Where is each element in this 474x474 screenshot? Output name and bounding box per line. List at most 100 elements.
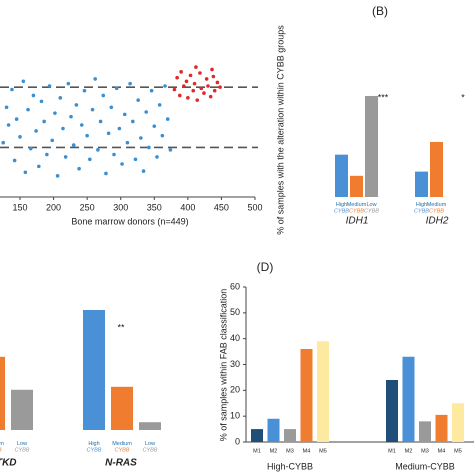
point [90,107,95,112]
bar [386,380,398,442]
bar [435,414,448,442]
bar-sub-label: Low CYBB [364,202,379,215]
group-label: FLT3-TKD [0,458,17,469]
point [152,124,157,128]
point [4,105,9,110]
point [85,133,89,138]
bar [335,154,348,197]
group-label: IDH1 [346,216,369,227]
point [104,171,108,176]
sub-word: CYBB [115,448,130,454]
bar [452,403,464,442]
bar [402,356,415,442]
point [74,103,79,107]
sub-word: CYBB [349,209,364,215]
point [120,162,124,166]
sub-word: High [88,441,99,447]
point [131,119,135,124]
group-label: Medium-CYBB [395,461,455,471]
point [186,96,190,100]
point [96,148,100,152]
point [82,88,87,93]
sub-word: Low [366,202,376,208]
x-tick-label: 200 [46,202,61,212]
point [50,138,55,143]
bar-sub-label: M4 [438,448,446,454]
point [160,133,165,138]
bar-sub-label: M2 [405,448,413,454]
sub-word: CYBB [15,448,30,454]
x-tick-label: 150 [12,202,27,212]
point [194,65,198,69]
bar-sub-label: M4 [303,448,311,454]
point [218,85,222,89]
point [141,169,146,173]
y-tick-label: 20 [230,385,240,395]
y-tick-label: 40 [230,333,240,343]
point [144,110,149,114]
point [198,71,202,75]
bar [139,422,161,430]
point [199,86,204,91]
sub-word: CYBB [364,209,379,215]
point [66,81,71,86]
sub-word: Medium [0,441,4,447]
x-tick-label: 400 [180,202,195,212]
sub-word: Low [17,441,27,447]
point [172,87,177,92]
point [112,152,116,157]
point [6,123,11,127]
point [34,129,38,133]
point [18,135,22,139]
bar-sub-label: M3 [286,448,294,454]
point [53,111,57,115]
point [133,157,138,162]
bar-sub-label: M1 [253,448,261,454]
point [206,84,210,88]
sub-word: High [336,202,347,208]
sub-word: Medium [427,202,447,208]
point [23,170,28,175]
point [136,98,140,102]
x-tick-label: 250 [80,202,95,212]
sub-word: CYBB [334,209,349,215]
x-tick-label: 350 [147,202,162,212]
bar-sub-label: M5 [319,448,327,454]
group-label: N-RAS [105,458,137,469]
bar-sub-label: M1 [388,448,396,454]
point [149,88,154,93]
point [195,98,200,102]
group-label: IDH2 [426,216,449,227]
point [210,67,214,72]
point [28,146,33,151]
point [98,119,103,124]
sub-word: CYBB [0,448,2,454]
bar-sub-label: High CYBB [87,441,102,454]
point [42,119,46,124]
point [109,105,114,110]
bar-sub-label: High CYBB [334,202,349,215]
sub-word: Medium [347,202,367,208]
point [88,157,92,162]
sub-word: High [416,202,427,208]
point [47,84,52,88]
point [55,174,60,178]
point [1,140,6,145]
point [215,80,220,85]
y-tick-label: 10 [230,411,240,421]
point [202,91,206,95]
point [179,70,183,74]
bar-sub-label: Low CYBB [143,441,158,454]
x-tick-label: 300 [113,202,128,212]
y-tick-label: 30 [230,359,240,369]
point [157,103,162,107]
point [77,166,81,171]
point [79,123,84,127]
point [191,88,196,93]
panel-label: (D) [257,260,274,274]
point [69,114,73,119]
point [211,74,216,79]
bar [365,95,378,197]
bar [251,429,263,442]
